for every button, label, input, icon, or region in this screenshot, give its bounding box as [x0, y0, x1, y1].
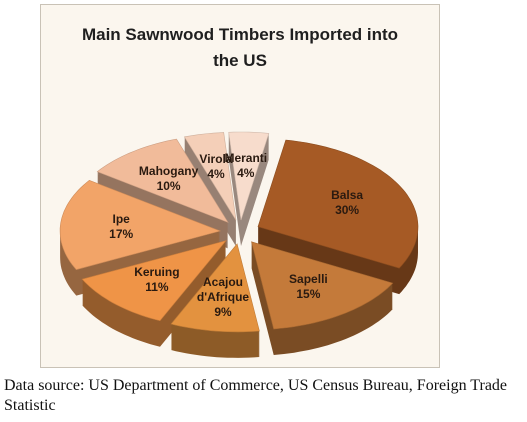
value-label: 17% — [109, 226, 134, 241]
value-label: 30% — [335, 202, 360, 217]
slice-label: Balsa 30% — [302, 188, 392, 218]
slice — [228, 131, 270, 221]
value-label: 4% — [207, 166, 225, 181]
slice — [81, 240, 227, 322]
slice — [251, 241, 394, 330]
value-label: 9% — [214, 305, 232, 320]
value-label: 11% — [145, 279, 169, 294]
slice-label: Ipe 17% — [76, 212, 166, 242]
source-note: Data source: US Department of Commerce, … — [4, 377, 508, 414]
slice-label: Keruing 11% — [112, 265, 202, 295]
chart-title: Main Sawnwood Timbers Imported into the … — [81, 25, 399, 70]
category-label: Keruing — [134, 264, 180, 279]
category-label: Virola — [199, 151, 233, 166]
category-label: Meranti — [224, 150, 268, 165]
slice-label: Meranti 4% — [201, 151, 291, 181]
slice-label: Virola 4% — [171, 152, 261, 182]
slice — [183, 132, 237, 221]
slice-label: Mahogany 10% — [124, 164, 214, 194]
slice — [170, 243, 260, 333]
value-label: 15% — [296, 286, 321, 301]
category-label: Mahogany — [138, 163, 199, 178]
slice-label: Acajou d'Afrique 9% — [178, 275, 268, 320]
category-label: Acajou d'Afrique — [196, 275, 250, 305]
slice — [96, 138, 229, 224]
value-label: 10% — [156, 178, 181, 193]
category-label: Balsa — [331, 187, 364, 202]
category-label: Sapelli — [289, 271, 328, 286]
slice-label: Sapelli 15% — [263, 272, 353, 302]
category-label: Ipe — [112, 211, 130, 226]
slice — [59, 179, 222, 270]
value-label: 4% — [237, 165, 255, 180]
slice — [257, 139, 419, 269]
